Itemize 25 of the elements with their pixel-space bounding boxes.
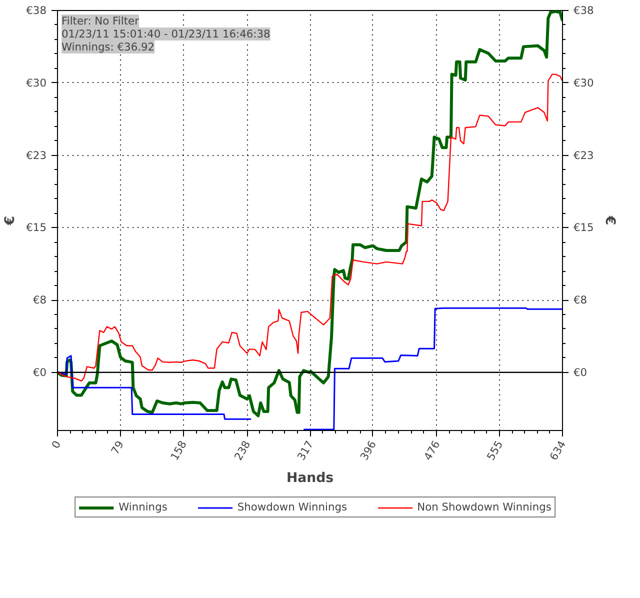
legend-label: Winnings [118,500,168,514]
annotation: Filter: No Filter [62,14,140,28]
legend-label: Showdown Winnings [237,500,348,514]
line-series [58,10,562,418]
y-tick-label: €30 [26,76,47,90]
y-tick-label: €23 [26,148,47,162]
y2-tick-label: €38 [574,4,594,17]
y2-axis-title: € [602,214,617,226]
y2-tick-label: €30 [574,76,594,90]
y-tick-label: €8 [32,294,47,307]
y-axis-title: € [3,216,18,226]
y2-tick-label: €15 [574,221,594,234]
x-tick-label: 79 [108,438,127,457]
annotation: Winnings: €36.92 [62,40,155,54]
annotation: 01/23/11 15:01:40 - 01/23/11 16:46:38 [62,28,271,40]
y2-tick-label: €0 [574,366,588,379]
y-tick-label: €38 [26,4,47,17]
legend-label: Non Showdown Winnings [417,500,552,514]
y2-tick-label: €23 [574,148,594,162]
y-tick-label: €0 [32,366,47,379]
y2-tick-label: €8 [574,294,588,307]
x-tick-label: 0 [48,438,64,451]
line-series [58,74,562,382]
x-axis-title: Hands [286,471,334,486]
y-tick-label: €15 [26,221,47,234]
